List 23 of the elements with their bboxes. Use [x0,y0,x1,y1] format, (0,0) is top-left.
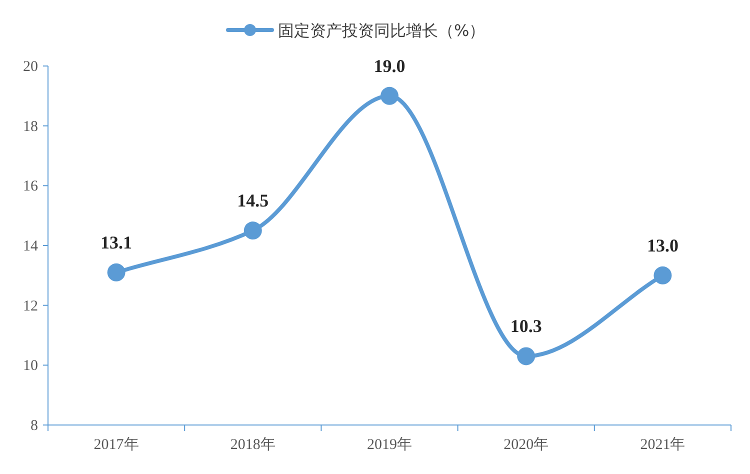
x-tick-label: 2020年 [504,436,549,453]
x-tick-label: 2018年 [230,436,276,453]
point [517,347,536,366]
point [380,86,398,105]
legend-label: 固定资产投资同比增长（%） [278,21,486,40]
point [654,266,672,284]
x-tick-label: 2017年 [94,436,139,453]
y-tick-label: 14 [23,238,38,254]
y-tick-label: 10 [23,358,38,374]
y-tick-label: 20 [23,59,38,75]
point [107,263,126,282]
y-tick-label: 12 [23,298,38,314]
text: 10.3 [510,316,542,336]
text: 13.0 [646,235,678,256]
x-tick-label: 2021年 [640,436,686,453]
text: 19.0 [374,56,406,76]
x-tick-label: 2019年 [367,436,412,453]
text: 14.5 [237,190,269,211]
y-tick-label: 18 [23,118,38,135]
point [244,222,262,240]
text: 13.1 [100,232,132,252]
y-tick-label: 16 [23,178,38,195]
y-tick-label: 8 [30,418,38,434]
